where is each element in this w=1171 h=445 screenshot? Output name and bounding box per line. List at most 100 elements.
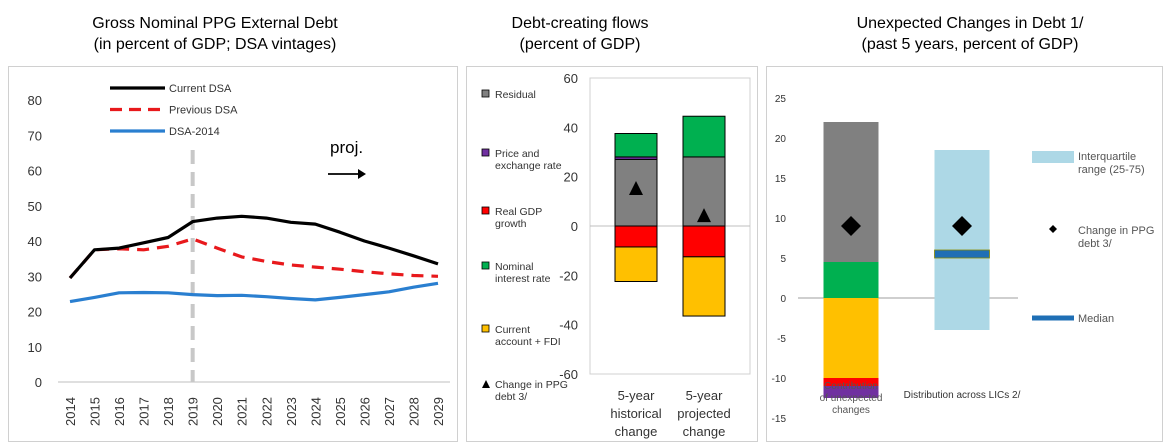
chart1-title-line: Gross Nominal PPG External Debt bbox=[92, 15, 338, 32]
chart1-x-tick: 2022 bbox=[259, 397, 274, 426]
chart3-bar-segment bbox=[823, 262, 879, 298]
chart2-legend-label: Residual bbox=[495, 89, 536, 101]
chart2-title: Debt-creating flows (percent of GDP) bbox=[470, 13, 690, 55]
chart1-series-line-0 bbox=[68, 214, 439, 280]
chart3-median-bar bbox=[934, 249, 990, 259]
chart2-legend-label: Price and exchange rate bbox=[495, 148, 562, 172]
chart1-y-tick: 60 bbox=[28, 164, 42, 179]
chart2-x-label: 5-year bbox=[686, 388, 724, 403]
chart1-series-line-2 bbox=[69, 281, 439, 304]
chart2-change-marker bbox=[629, 181, 643, 195]
chart1-y-tick: 30 bbox=[28, 269, 42, 284]
chart3-y-tick: -10 bbox=[772, 374, 787, 385]
chart3-legend-label: Median bbox=[1078, 313, 1114, 325]
chart2-title-line: Debt-creating flows bbox=[511, 15, 649, 32]
chart3-bar-segment bbox=[823, 298, 879, 378]
chart2-y-tick: -20 bbox=[559, 268, 578, 283]
chart2-legend-label: Change in PPG debt 3/ bbox=[495, 379, 568, 403]
chart1-x-tick: 2014 bbox=[63, 397, 78, 426]
chart2-bar-segment bbox=[682, 225, 726, 258]
chart2-legend-swatch bbox=[482, 380, 490, 388]
chart2-legend-label: Current account + FDI bbox=[495, 324, 561, 348]
chart1-x-tick: 2029 bbox=[431, 397, 446, 426]
chart1-x-tick: 2016 bbox=[112, 397, 127, 426]
chart2-x-label: historical bbox=[610, 406, 661, 421]
chart3-legend-label: Interquartile range (25-75) bbox=[1078, 151, 1145, 176]
chart1-x-tick: 2023 bbox=[284, 397, 299, 426]
chart2-x-label: projected bbox=[677, 406, 730, 421]
chart1-x-tick: 2020 bbox=[210, 397, 225, 426]
chart1-x-tick: 2027 bbox=[382, 397, 397, 426]
chart3-y-tick: 25 bbox=[775, 94, 787, 105]
chart1-y-tick: 10 bbox=[28, 340, 42, 355]
chart3-legend-label: Change in PPG debt 3/ bbox=[1078, 225, 1154, 250]
chart3-y-tick: 10 bbox=[775, 214, 787, 225]
chart3-y-tick: 5 bbox=[780, 254, 786, 265]
chart3-interquartile-bar bbox=[934, 150, 990, 330]
chart3-y-tick: -15 bbox=[772, 414, 787, 425]
chart1-y-tick: 20 bbox=[28, 305, 42, 320]
chart1-x-tick: 2021 bbox=[235, 397, 250, 426]
chart3-y-tick: 15 bbox=[775, 174, 787, 185]
chart2-legend-swatch bbox=[481, 148, 490, 157]
chart3-x-label: Distribution across LICs 2/ bbox=[904, 390, 1021, 401]
chart1-x-tick: 2018 bbox=[161, 397, 176, 426]
chart3-title-line: Unexpected Changes in Debt 1/ bbox=[856, 15, 1084, 32]
chart3-change-marker bbox=[841, 216, 861, 236]
chart3-bar-segment bbox=[823, 378, 879, 386]
chart1-x-tick: 2024 bbox=[308, 397, 323, 426]
chart2-bar-segment bbox=[614, 133, 658, 158]
chart2-bar-segment bbox=[614, 246, 658, 282]
chart1-proj-label: proj. bbox=[330, 138, 363, 157]
chart2-legend-swatch bbox=[481, 206, 490, 215]
chart1-legend-label: DSA-2014 bbox=[169, 126, 220, 138]
chart3-frame bbox=[766, 66, 1163, 442]
chart2-legend-label: Nominal interest rate bbox=[495, 261, 551, 285]
chart3-change-marker bbox=[952, 216, 972, 236]
chart2-y-tick: 20 bbox=[564, 170, 578, 185]
chart3-y-tick: -5 bbox=[777, 334, 786, 345]
chart2-y-tick: 60 bbox=[564, 71, 578, 86]
chart1-x-tick: 2019 bbox=[186, 397, 201, 426]
chart1-x-tick: 2026 bbox=[357, 397, 372, 426]
chart2-x-label: change bbox=[683, 424, 726, 439]
chart3-bar-segment bbox=[823, 386, 879, 398]
chart2-y-tick: 40 bbox=[564, 120, 578, 135]
chart2-legend-swatch bbox=[481, 324, 490, 333]
chart2-legend-label: Real GDP growth bbox=[495, 206, 542, 230]
chart2-legend-swatch bbox=[481, 89, 490, 98]
chart2-bar-segment bbox=[614, 225, 658, 248]
chart3-legend-swatch-iqr bbox=[1032, 151, 1074, 163]
chart1-subtitle-line: (in percent of GDP; DSA vintages) bbox=[93, 36, 337, 53]
chart1-y-tick: 80 bbox=[28, 93, 42, 108]
chart1-y-tick: 70 bbox=[28, 128, 42, 143]
chart2-legend-swatch bbox=[481, 261, 490, 270]
chart2-bar-segment bbox=[682, 256, 726, 317]
chart3-legend-swatch-change bbox=[1049, 225, 1057, 233]
chart1-y-tick: 0 bbox=[35, 375, 42, 390]
chart3-y-tick: 20 bbox=[775, 134, 787, 145]
chart2-bar-segment bbox=[682, 115, 726, 158]
chart2-y-tick: -40 bbox=[559, 318, 578, 333]
chart1-proj-arrow-head bbox=[358, 169, 366, 179]
chart1-y-tick: 40 bbox=[28, 234, 42, 249]
chart1-x-tick: 2017 bbox=[137, 397, 152, 426]
chart3-title: Unexpected Changes in Debt 1/ (past 5 ye… bbox=[790, 13, 1150, 55]
chart1-y-tick: 50 bbox=[28, 199, 42, 214]
chart1-series-line-1 bbox=[68, 237, 439, 280]
chart1-legend-label: Previous DSA bbox=[169, 105, 238, 117]
chart1-x-tick: 2015 bbox=[88, 397, 103, 426]
chart1-x-tick: 2025 bbox=[333, 397, 348, 426]
chart2-frame bbox=[466, 66, 758, 442]
chart1-frame bbox=[8, 66, 458, 442]
chart2-change-marker bbox=[697, 208, 711, 223]
chart2-subtitle-line: (percent of GDP) bbox=[519, 36, 641, 53]
chart2-y-tick: 0 bbox=[571, 219, 578, 234]
chart3-bar-segment bbox=[823, 122, 879, 262]
chart1-title: Gross Nominal PPG External Debt (in perc… bbox=[30, 13, 400, 55]
chart2-y-tick: -60 bbox=[559, 367, 578, 382]
chart3-subtitle-line: (past 5 years, percent of GDP) bbox=[861, 36, 1079, 53]
chart1-x-tick: 2028 bbox=[406, 397, 421, 426]
chart3-x-label: Contribution of unexpected changes bbox=[820, 381, 883, 416]
